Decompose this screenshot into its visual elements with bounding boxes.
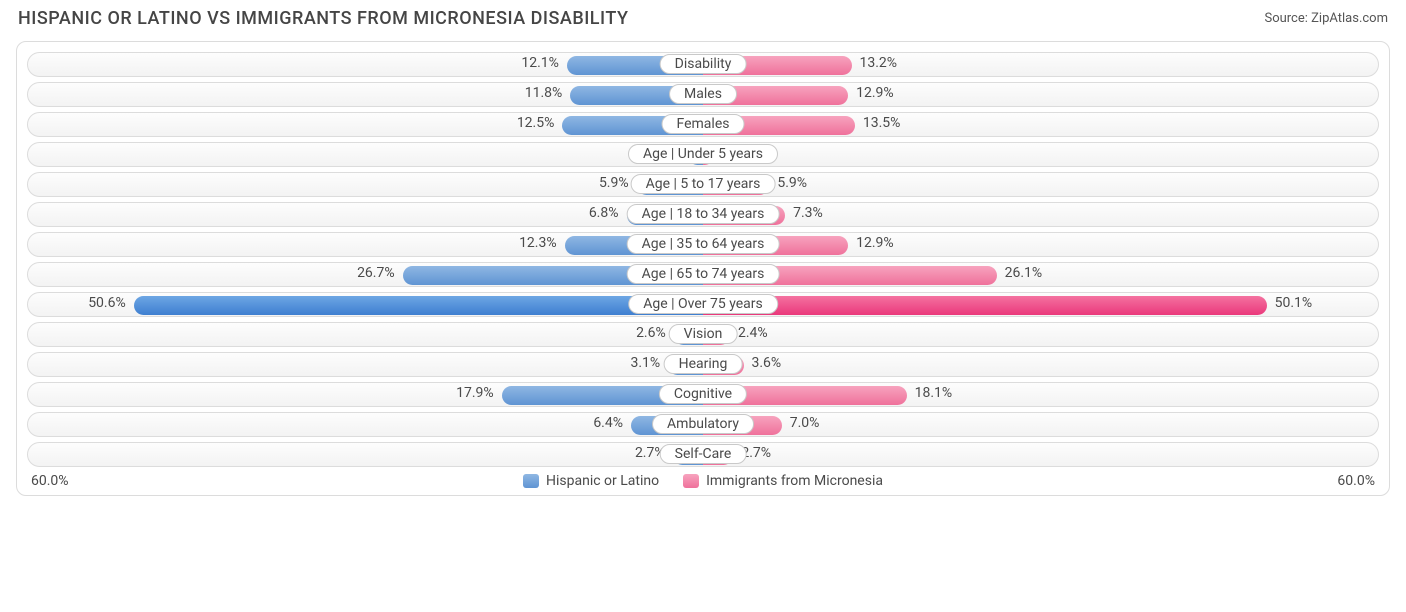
value-label-right: 50.1% <box>1275 295 1313 311</box>
chart-row: 17.9% 18.1% Cognitive <box>27 382 1379 407</box>
category-pill: Vision <box>669 324 738 344</box>
category-pill: Self-Care <box>660 444 747 464</box>
chart-title: HISPANIC OR LATINO VS IMMIGRANTS FROM MI… <box>18 8 628 29</box>
value-label-right: 2.4% <box>738 325 768 341</box>
legend-item-right: Immigrants from Micronesia <box>683 473 883 489</box>
chart-row: 12.5% 13.5% Females <box>27 112 1379 137</box>
category-pill: Age | Over 75 years <box>628 294 778 314</box>
value-label-right: 13.5% <box>863 115 901 131</box>
value-label-left: 3.1% <box>630 355 660 371</box>
value-label-left: 6.4% <box>593 415 623 431</box>
value-label-right: 12.9% <box>856 235 894 251</box>
chart-row: 2.6% 2.4%Vision <box>27 322 1379 347</box>
value-label-left: 50.6% <box>88 295 126 311</box>
header: HISPANIC OR LATINO VS IMMIGRANTS FROM MI… <box>0 0 1406 35</box>
value-label-left: 26.7% <box>357 265 395 281</box>
legend-label-right: Immigrants from Micronesia <box>706 473 883 489</box>
bar-right <box>703 296 1267 315</box>
category-pill: Males <box>669 84 737 104</box>
chart-footer: 60.0% Hispanic or Latino Immigrants from… <box>17 467 1389 489</box>
bar-left <box>134 296 703 315</box>
value-label-right: 18.1% <box>915 385 953 401</box>
chart-row: 12.1% 13.2% Disability <box>27 52 1379 77</box>
category-pill: Age | Under 5 years <box>628 144 778 164</box>
source-label: Source: ZipAtlas.com <box>1264 11 1388 26</box>
category-pill: Hearing <box>664 354 743 374</box>
value-label-right: 12.9% <box>856 85 894 101</box>
value-label-right: 7.0% <box>790 415 820 431</box>
legend-label-left: Hispanic or Latino <box>546 473 659 489</box>
legend: Hispanic or Latino Immigrants from Micro… <box>523 473 883 489</box>
value-label-right: 7.3% <box>793 205 823 221</box>
value-label-left: 6.8% <box>589 205 619 221</box>
axis-max-left: 60.0% <box>31 473 69 489</box>
value-label-left: 17.9% <box>456 385 494 401</box>
category-pill: Females <box>662 114 745 134</box>
value-label-left: 12.3% <box>519 235 557 251</box>
chart-row: 3.1% 3.6% Hearing <box>27 352 1379 377</box>
category-pill: Ambulatory <box>652 414 754 434</box>
category-pill: Age | 18 to 34 years <box>627 204 780 224</box>
chart-row: 50.6% 50.1% Age | Over 75 years <box>27 292 1379 317</box>
chart-row: 6.8% 7.3% Age | 18 to 34 years <box>27 202 1379 227</box>
value-label-right: 5.9% <box>777 175 807 191</box>
value-label-right: 26.1% <box>1005 265 1043 281</box>
value-label-right: 13.2% <box>860 55 898 71</box>
value-label-left: 12.1% <box>521 55 559 71</box>
category-pill: Cognitive <box>659 384 747 404</box>
chart-container: 12.1% 13.2% Disability 11.8% 12.9% Males 12.5%… <box>16 41 1390 496</box>
category-pill: Age | 35 to 64 years <box>627 234 780 254</box>
value-label-left: 11.8% <box>525 85 563 101</box>
chart-rows: 12.1% 13.2% Disability 11.8% 12.9% Males 12.5%… <box>17 52 1389 467</box>
category-pill: Age | 65 to 74 years <box>627 264 780 284</box>
chart-row: 26.7% 26.1% Age | 65 to 74 years <box>27 262 1379 287</box>
category-pill: Disability <box>660 54 747 74</box>
chart-row: 2.7%2.7%Self-Care <box>27 442 1379 467</box>
legend-swatch-left <box>523 474 539 488</box>
value-label-left: 12.5% <box>517 115 555 131</box>
category-pill: Age | 5 to 17 years <box>631 174 776 194</box>
chart-row: 12.3% 12.9% Age | 35 to 64 years <box>27 232 1379 257</box>
value-label-right: 3.6% <box>751 355 781 371</box>
value-label-left: 2.6% <box>636 325 666 341</box>
axis-max-right: 60.0% <box>1337 473 1375 489</box>
chart-row: 1.3%1.0%Age | Under 5 years <box>27 142 1379 167</box>
legend-swatch-right <box>683 474 699 488</box>
chart-row: 6.4% 7.0% Ambulatory <box>27 412 1379 437</box>
value-label-left: 5.9% <box>599 175 629 191</box>
chart-row: 5.9% 5.9%Age | 5 to 17 years <box>27 172 1379 197</box>
legend-item-left: Hispanic or Latino <box>523 473 659 489</box>
chart-row: 11.8% 12.9% Males <box>27 82 1379 107</box>
